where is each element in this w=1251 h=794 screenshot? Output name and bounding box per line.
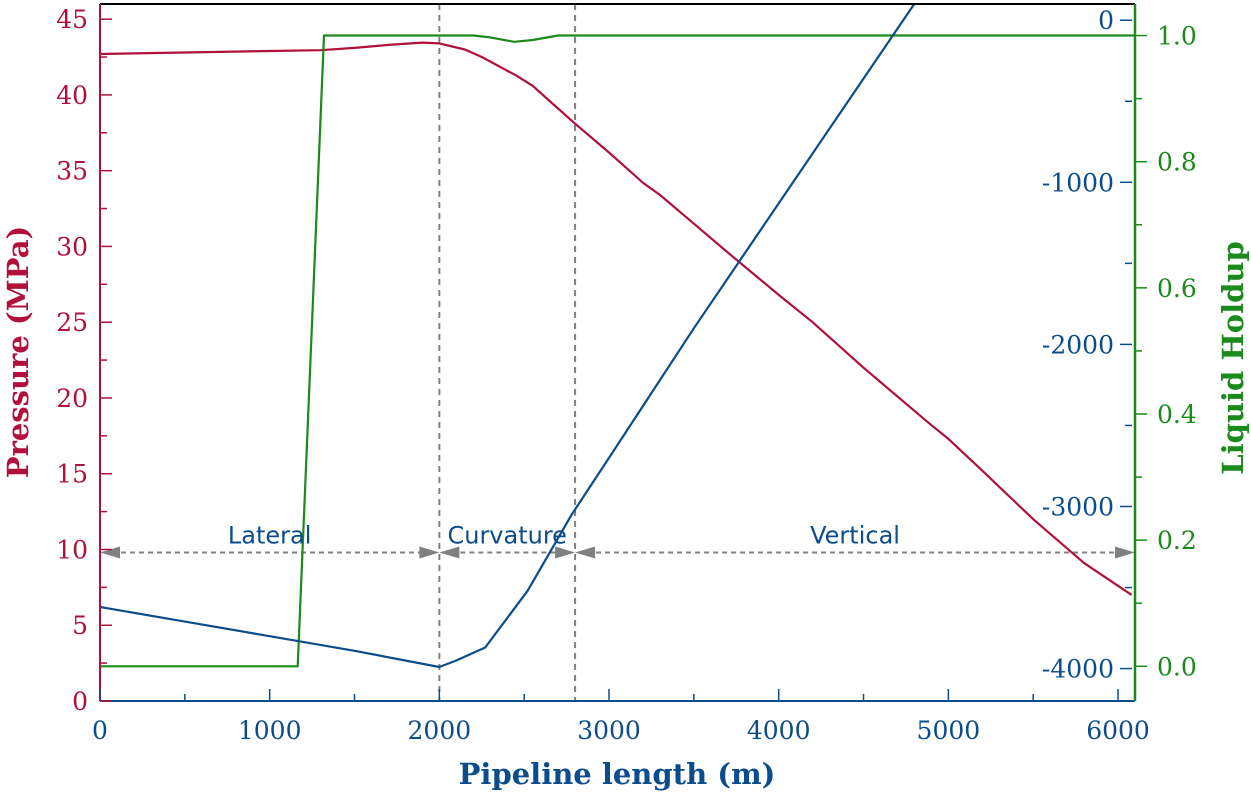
- pressure-tick-label: 5: [72, 611, 88, 640]
- holdup-tick-label: 0.6: [1157, 274, 1197, 303]
- x-tick-label: 6000: [1086, 716, 1150, 745]
- region-arrowhead-right-2: [1115, 546, 1135, 559]
- region-arrowhead-right-0: [419, 546, 440, 559]
- holdup-tick-label: 0.4: [1157, 400, 1197, 429]
- region-label-vertical: Vertical: [810, 522, 900, 550]
- pressure-tick-label: 30: [56, 232, 88, 261]
- label-layer: Lateral Curvature Vertical: [228, 522, 900, 550]
- guide-layer: [100, 4, 1135, 701]
- pressure-tick-label: 20: [56, 384, 88, 413]
- pressure-tick-label: 40: [56, 81, 88, 110]
- region-label-curvature: Curvature: [447, 522, 566, 550]
- x-tick-label: 4000: [747, 716, 811, 745]
- x-tick-label: 3000: [577, 716, 641, 745]
- pressure-tick-label: 15: [56, 460, 88, 489]
- pressure-tick-label: 10: [56, 535, 88, 564]
- holdup-tick-label: 0.2: [1157, 526, 1197, 555]
- holdup-tick-label: 1.0: [1157, 22, 1197, 51]
- region-arrowhead-right-1: [555, 546, 576, 559]
- region-arrowhead-left-1: [439, 546, 460, 559]
- pressure-tick-label: 25: [56, 308, 88, 337]
- pressure-axis-title: Pressure (MPa): [1, 226, 35, 478]
- depth-tick-label: -2000: [1042, 330, 1114, 359]
- region-arrowhead-left-0: [100, 546, 120, 559]
- holdup-axis-title: Liquid Holdup: [1216, 241, 1250, 475]
- x-tick-label: 5000: [917, 716, 981, 745]
- depth-tick-label: -4000: [1042, 655, 1114, 684]
- holdup-tick-label: 0.8: [1157, 148, 1197, 177]
- tick-layer: 0 1000 2000 3000 4000 5000 6000 0 5 10 15 20 25 30 35 4…: [56, 5, 1197, 745]
- region-label-lateral: Lateral: [228, 522, 312, 550]
- series-depth-line: [100, 4, 916, 669]
- x-axis-title: Pipeline length (m): [459, 757, 776, 791]
- pressure-tick-label: 45: [56, 5, 88, 34]
- pressure-tick-label: 0: [72, 687, 88, 716]
- depth-tick-label: -3000: [1042, 492, 1114, 521]
- region-arrowhead-left-2: [575, 546, 596, 559]
- holdup-tick-label: 0.0: [1157, 652, 1197, 681]
- series-layer: [100, 4, 1135, 669]
- depth-tick-label: -1000: [1042, 168, 1114, 197]
- series-pressure-line: [100, 41, 1133, 596]
- series-liquid-holdup-line: [100, 34, 1135, 668]
- frame-layer: [99, 3, 1137, 702]
- pressure-tick-label: 35: [56, 157, 88, 186]
- x-tick-label: 1000: [238, 716, 302, 745]
- depth-tick-label: 0: [1098, 6, 1114, 35]
- x-tick-label: 0: [92, 716, 108, 745]
- x-tick-label: 2000: [408, 716, 472, 745]
